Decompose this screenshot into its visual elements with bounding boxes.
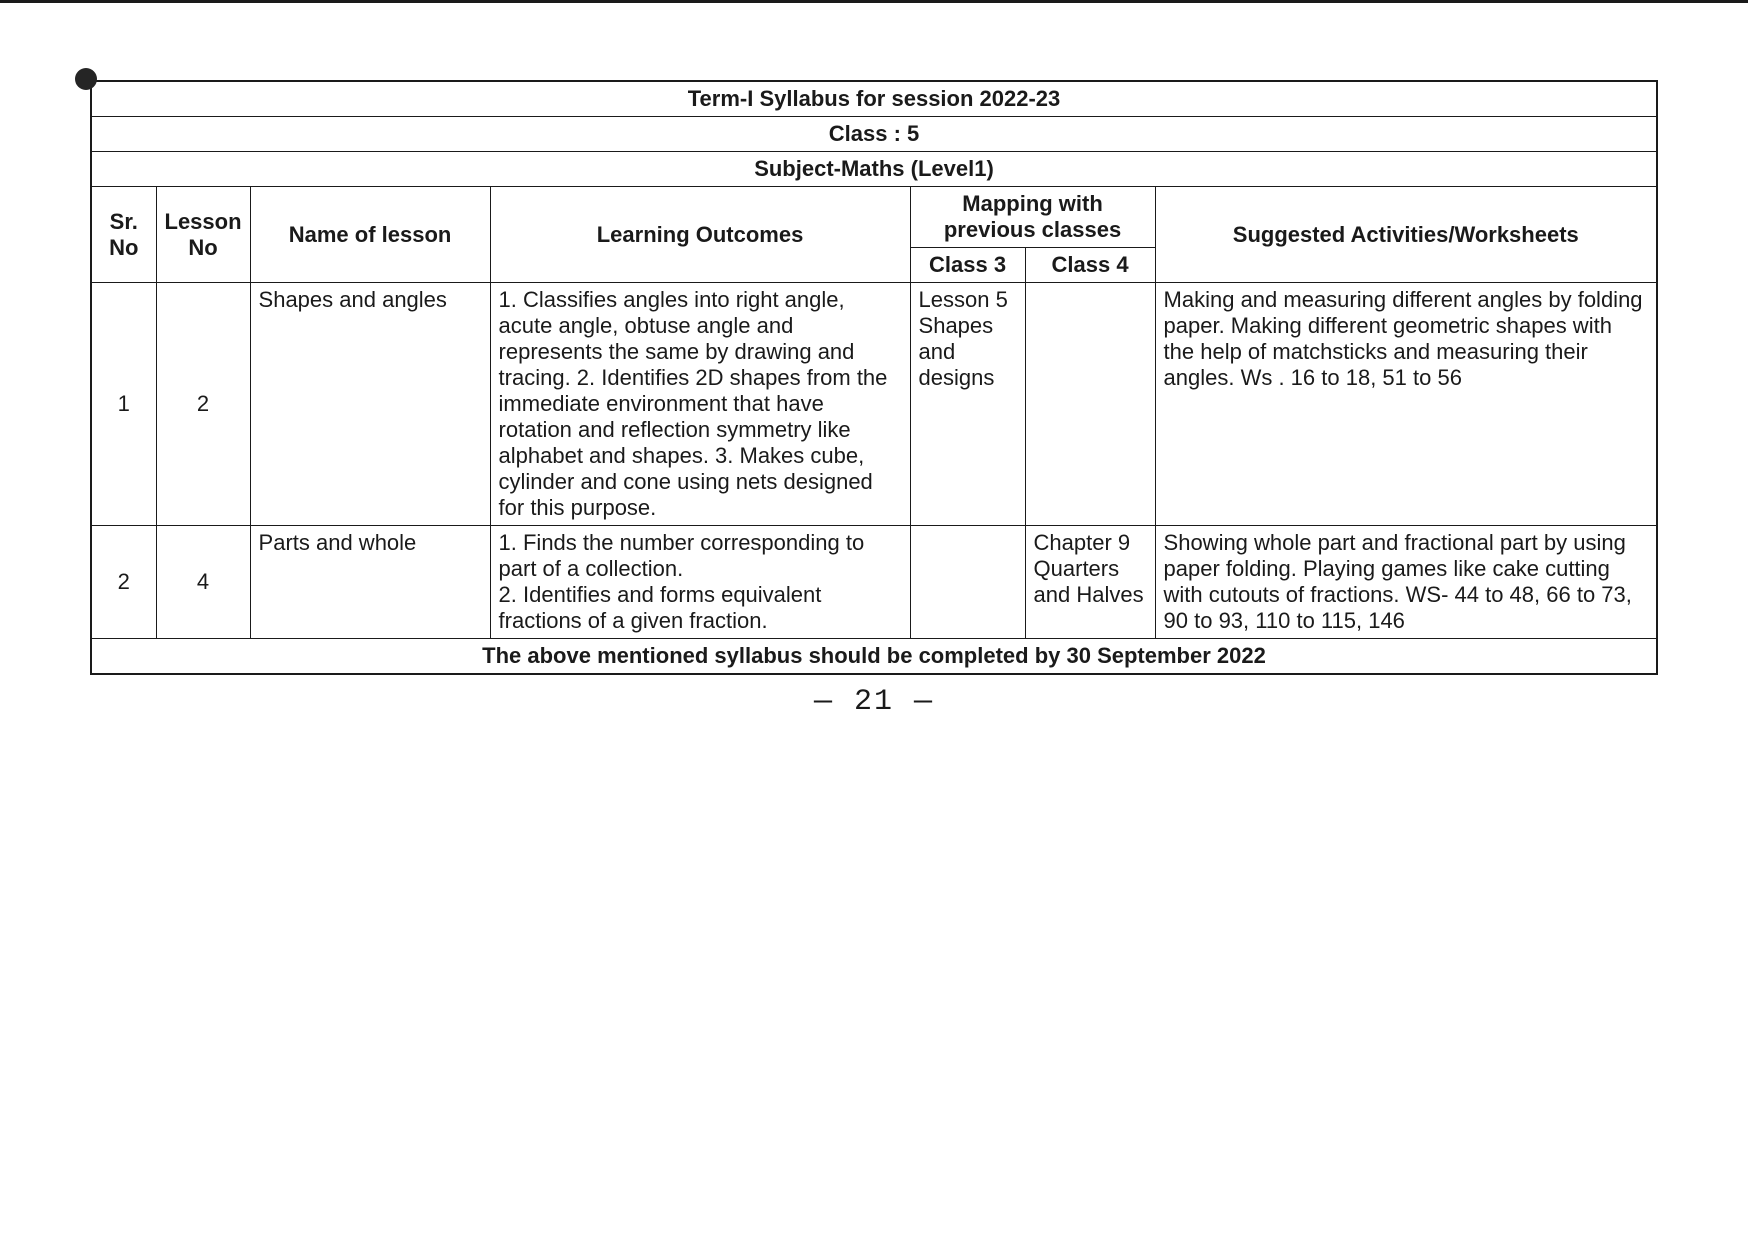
col-lessonno: Lesson No [156,187,250,283]
title-subject: Subject-Maths (Level1) [91,152,1657,187]
table-row: 1 2 Shapes and angles 1. Classifies angl… [91,283,1657,526]
top-border [0,0,1748,3]
cell-name: Shapes and angles [250,283,490,526]
col-outcomes: Learning Outcomes [490,187,910,283]
cell-class3: Lesson 5 Shapes and designs [910,283,1025,526]
col-class3: Class 3 [910,248,1025,283]
title-term: Term-I Syllabus for session 2022-23 [91,81,1657,117]
page-number: — 21 — [90,685,1658,719]
col-mapping: Mapping with previous classes [910,187,1155,248]
cell-outcomes: 1. Finds the number corresponding to par… [490,526,910,639]
punch-hole-mark [75,68,97,90]
title-class: Class : 5 [91,117,1657,152]
cell-outcomes: 1. Classifies angles into right angle, a… [490,283,910,526]
cell-lesson: 2 [156,283,250,526]
cell-class4 [1025,283,1155,526]
cell-class3 [910,526,1025,639]
cell-lesson: 4 [156,526,250,639]
col-srno: Sr. No [91,187,156,283]
cell-sr: 2 [91,526,156,639]
cell-activities: Making and measuring different angles by… [1155,283,1657,526]
col-activities: Suggested Activities/Worksheets [1155,187,1657,283]
col-class4: Class 4 [1025,248,1155,283]
cell-activities: Showing whole part and fractional part b… [1155,526,1657,639]
col-lessonname: Name of lesson [250,187,490,283]
cell-name: Parts and whole [250,526,490,639]
cell-sr: 1 [91,283,156,526]
footer-note: The above mentioned syllabus should be c… [91,639,1657,675]
table-row: 2 4 Parts and whole 1. Finds the number … [91,526,1657,639]
syllabus-table: Term-I Syllabus for session 2022-23 Clas… [90,80,1658,675]
cell-class4: Chapter 9 Quarters and Halves [1025,526,1155,639]
